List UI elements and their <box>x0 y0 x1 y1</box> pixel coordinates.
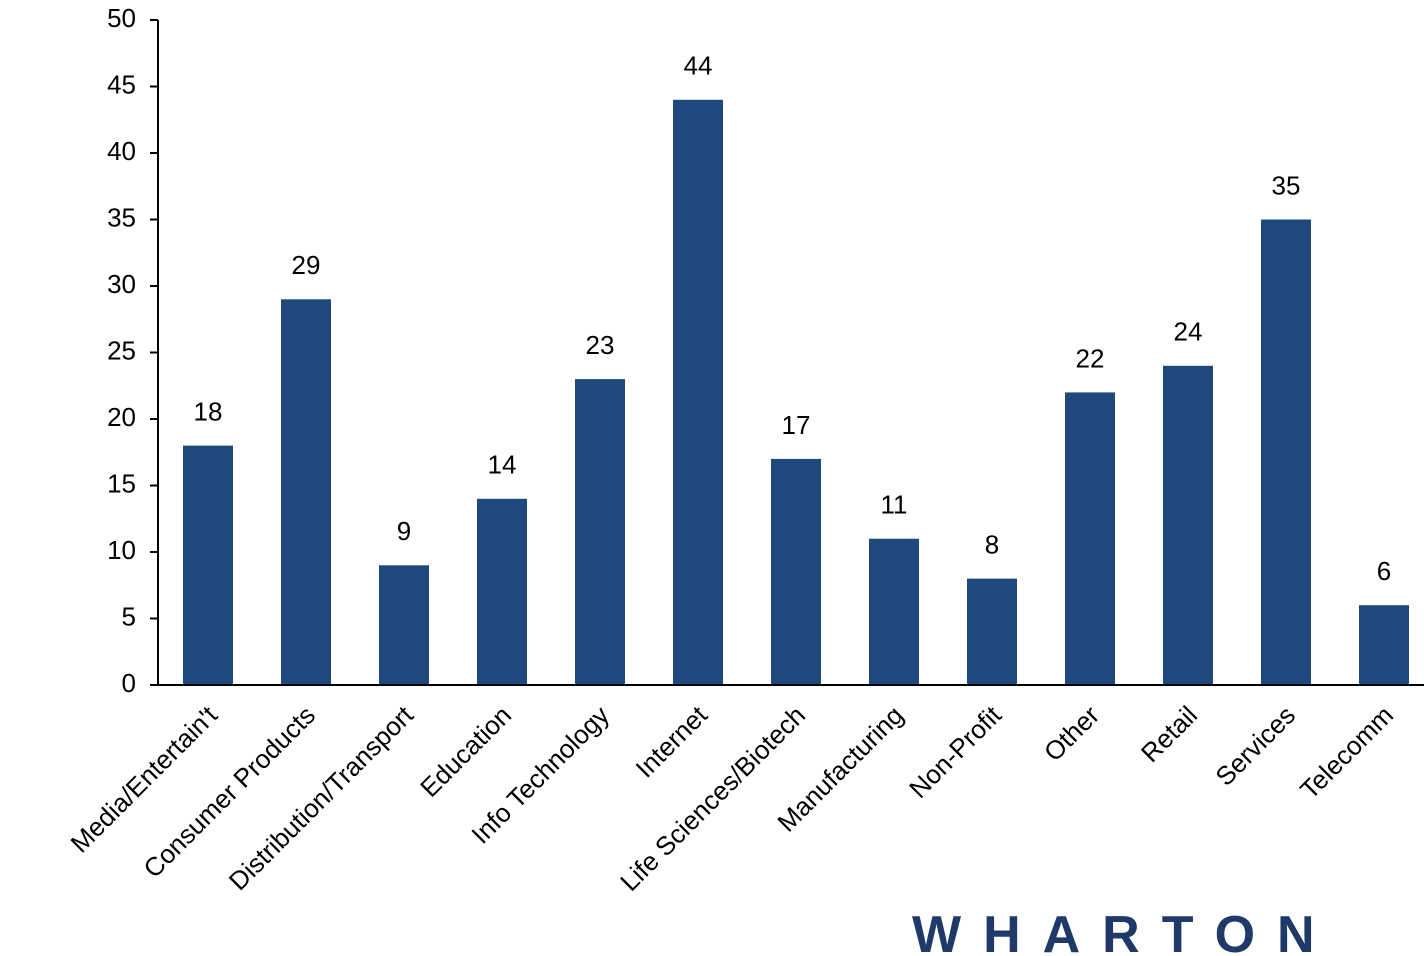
value-label: 18 <box>194 396 223 426</box>
value-label: 9 <box>397 516 411 546</box>
x-tick-label: Education <box>414 700 517 803</box>
bar <box>379 565 429 685</box>
value-label: 17 <box>782 410 811 440</box>
y-tick-label: 5 <box>122 601 136 631</box>
y-tick-label: 15 <box>107 468 136 498</box>
bar <box>967 578 1017 685</box>
value-label: 35 <box>1272 170 1301 200</box>
value-label: 14 <box>488 450 517 480</box>
x-tick-label: Consumer Products <box>137 700 321 884</box>
bar <box>1359 605 1409 685</box>
x-tick-label: Services <box>1209 700 1301 792</box>
bar <box>1065 392 1115 685</box>
bar <box>1163 365 1213 685</box>
value-label: 44 <box>684 51 713 81</box>
x-tick-label: Life Sciences/Biotech <box>614 700 811 897</box>
value-label: 6 <box>1377 556 1391 586</box>
y-tick-label: 20 <box>107 402 136 432</box>
bar <box>869 538 919 685</box>
bar <box>771 458 821 685</box>
value-label: 29 <box>292 250 321 280</box>
bar <box>281 299 331 685</box>
y-tick-label: 25 <box>107 335 136 365</box>
y-tick-label: 35 <box>107 202 136 232</box>
bar <box>1261 219 1311 685</box>
bar <box>673 99 723 686</box>
bar <box>183 445 233 685</box>
y-tick-label: 50 <box>107 3 136 33</box>
y-tick-label: 0 <box>122 668 136 698</box>
x-tick-label: Telecomm <box>1294 700 1399 805</box>
bar <box>575 379 625 685</box>
x-tick-label: Non-Profit <box>903 699 1008 804</box>
y-tick-label: 40 <box>107 136 136 166</box>
y-tick-label: 10 <box>107 535 136 565</box>
x-tick-label: Internet <box>630 699 714 783</box>
x-tick-label: Other <box>1038 700 1105 767</box>
x-tick-label: Distribution/Transport <box>223 699 420 896</box>
y-tick-label: 45 <box>107 69 136 99</box>
value-label: 22 <box>1076 343 1105 373</box>
value-label: 8 <box>985 529 999 559</box>
value-label: 23 <box>586 330 615 360</box>
x-tick-label: Retail <box>1135 700 1203 768</box>
y-tick-label: 30 <box>107 269 136 299</box>
value-label: 11 <box>881 490 908 520</box>
bar <box>477 498 527 685</box>
logo: WHARTON <box>912 906 1337 956</box>
value-label: 24 <box>1174 317 1203 347</box>
